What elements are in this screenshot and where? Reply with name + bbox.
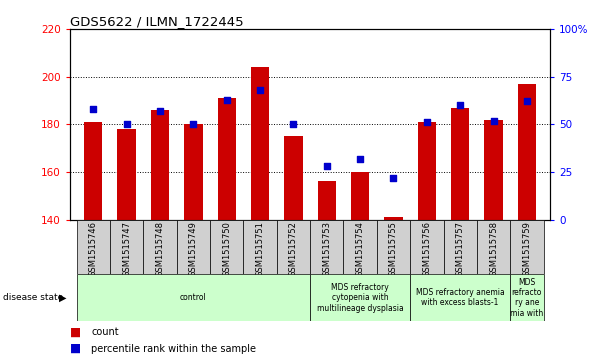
Text: percentile rank within the sample: percentile rank within the sample bbox=[91, 344, 256, 354]
Bar bbox=[351, 172, 369, 220]
Text: GSM1515757: GSM1515757 bbox=[455, 221, 465, 277]
Text: GSM1515758: GSM1515758 bbox=[489, 221, 498, 277]
Bar bbox=[210, 220, 243, 274]
Point bbox=[188, 121, 198, 127]
Bar bbox=[310, 220, 344, 274]
Text: GSM1515747: GSM1515747 bbox=[122, 221, 131, 277]
Text: GSM1515753: GSM1515753 bbox=[322, 221, 331, 277]
Bar bbox=[177, 220, 210, 274]
Bar bbox=[477, 220, 510, 274]
Bar bbox=[485, 119, 503, 220]
Bar bbox=[518, 84, 536, 220]
Text: GSM1515749: GSM1515749 bbox=[189, 221, 198, 277]
Bar bbox=[317, 182, 336, 220]
Text: GSM1515751: GSM1515751 bbox=[255, 221, 264, 277]
Bar bbox=[277, 220, 310, 274]
Text: GSM1515750: GSM1515750 bbox=[222, 221, 231, 277]
Point bbox=[255, 87, 265, 93]
Bar bbox=[110, 220, 143, 274]
Bar bbox=[443, 220, 477, 274]
Point bbox=[155, 108, 165, 114]
Point bbox=[222, 97, 232, 102]
Point bbox=[389, 175, 398, 180]
Text: ■: ■ bbox=[70, 342, 81, 355]
Text: GSM1515746: GSM1515746 bbox=[89, 221, 98, 277]
Bar bbox=[510, 274, 544, 321]
Bar bbox=[84, 122, 102, 220]
Text: count: count bbox=[91, 327, 119, 337]
Bar bbox=[310, 274, 410, 321]
Bar bbox=[344, 220, 377, 274]
Point bbox=[455, 102, 465, 108]
Bar bbox=[243, 220, 277, 274]
Point bbox=[289, 121, 299, 127]
Text: GDS5622 / ILMN_1722445: GDS5622 / ILMN_1722445 bbox=[70, 15, 244, 28]
Bar bbox=[418, 122, 436, 220]
Bar bbox=[143, 220, 177, 274]
Point bbox=[322, 163, 331, 169]
Text: GSM1515754: GSM1515754 bbox=[356, 221, 365, 277]
Point bbox=[422, 119, 432, 125]
Text: MDS refractory
cytopenia with
multilineage dysplasia: MDS refractory cytopenia with multilinea… bbox=[317, 283, 404, 313]
Bar bbox=[377, 220, 410, 274]
Point bbox=[489, 118, 499, 123]
Text: GSM1515755: GSM1515755 bbox=[389, 221, 398, 277]
Bar bbox=[410, 274, 510, 321]
Text: GSM1515748: GSM1515748 bbox=[156, 221, 165, 277]
Point bbox=[88, 106, 98, 112]
Bar bbox=[218, 98, 236, 220]
Text: GSM1515752: GSM1515752 bbox=[289, 221, 298, 277]
Bar bbox=[251, 67, 269, 220]
Bar bbox=[77, 220, 110, 274]
Bar bbox=[151, 110, 169, 220]
Text: GSM1515759: GSM1515759 bbox=[522, 221, 531, 277]
Point bbox=[522, 98, 532, 104]
Point bbox=[122, 121, 131, 127]
Bar bbox=[184, 124, 202, 220]
Text: ▶: ▶ bbox=[59, 293, 66, 303]
Text: MDS
refracto
ry ane
mia with: MDS refracto ry ane mia with bbox=[510, 278, 544, 318]
Bar bbox=[117, 129, 136, 220]
Text: disease state: disease state bbox=[3, 293, 63, 302]
Bar bbox=[284, 136, 303, 220]
Text: GSM1515756: GSM1515756 bbox=[423, 221, 431, 277]
Bar bbox=[384, 217, 402, 220]
Text: control: control bbox=[180, 293, 207, 302]
Text: ■: ■ bbox=[70, 325, 81, 338]
Text: MDS refractory anemia
with excess blasts-1: MDS refractory anemia with excess blasts… bbox=[416, 288, 505, 307]
Bar bbox=[451, 108, 469, 220]
Bar bbox=[77, 274, 310, 321]
Bar bbox=[510, 220, 544, 274]
Point bbox=[355, 156, 365, 162]
Bar bbox=[410, 220, 443, 274]
